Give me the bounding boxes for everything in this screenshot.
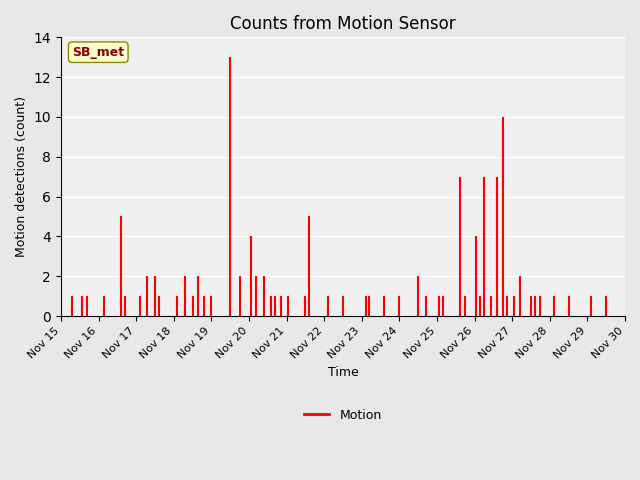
X-axis label: Time: Time	[328, 366, 358, 379]
Text: SB_met: SB_met	[72, 46, 124, 59]
Y-axis label: Motion detections (count): Motion detections (count)	[15, 96, 28, 257]
Legend: Motion: Motion	[300, 404, 387, 427]
Title: Counts from Motion Sensor: Counts from Motion Sensor	[230, 15, 456, 33]
